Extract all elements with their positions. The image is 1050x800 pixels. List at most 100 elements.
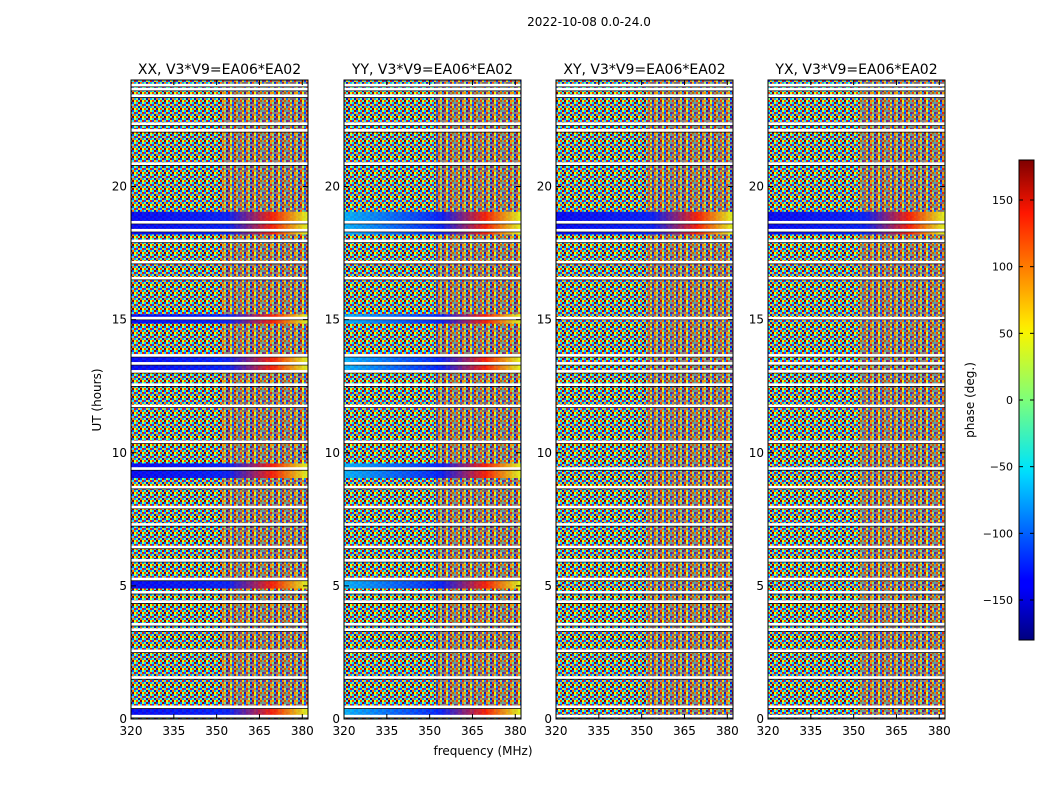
flagged-row <box>344 162 521 166</box>
flagged-row <box>768 591 945 595</box>
flagged-row <box>131 577 308 581</box>
flagged-row <box>131 591 308 595</box>
phase-image <box>131 80 308 719</box>
flagged-row <box>344 370 521 374</box>
x-tick-label: 335 <box>587 724 610 738</box>
phase-band <box>344 463 521 479</box>
flagged-row <box>556 122 733 126</box>
flagged-row <box>556 87 733 91</box>
flagged-row <box>131 676 308 680</box>
x-tick-label: 380 <box>291 724 314 738</box>
flagged-row <box>344 440 521 444</box>
flagged-row <box>131 276 308 280</box>
panel-yx: YX, V3*V9=EA06*EA02 320 335 350 365 380 0 5 10 15… <box>749 62 951 738</box>
axes-frame <box>767 79 946 720</box>
axes-frame <box>130 79 309 720</box>
flagged-row <box>556 383 733 387</box>
phase-image <box>556 80 733 719</box>
flagged-row <box>344 676 521 680</box>
phase-band <box>131 463 308 479</box>
flagged-row <box>768 485 945 489</box>
flagged-row <box>131 714 308 718</box>
flagged-row <box>556 523 733 527</box>
flagged-row <box>768 83 945 87</box>
phase-band <box>344 708 521 718</box>
flagged-row <box>768 440 945 444</box>
axes-frame <box>343 79 522 720</box>
flagged-row <box>344 467 521 471</box>
x-tick-label: 350 <box>630 724 653 738</box>
y-tick-label: 15 <box>112 313 127 327</box>
flagged-row <box>344 276 521 280</box>
flagged-row <box>131 220 308 224</box>
flagged-row <box>344 362 521 366</box>
flagged-row <box>344 239 521 243</box>
flagged-row <box>131 440 308 444</box>
flagged-row <box>768 559 945 563</box>
y-tick-label: 5 <box>544 579 552 593</box>
flagged-row <box>556 600 733 604</box>
y-tick-label: 20 <box>112 180 127 194</box>
y-tick-label: 5 <box>756 579 764 593</box>
x-tick-label: 380 <box>928 724 951 738</box>
y-axis-label: UT (hours) <box>90 368 104 431</box>
phase-image <box>768 80 945 719</box>
x-tick-label: 365 <box>461 724 484 738</box>
flagged-row <box>131 383 308 387</box>
phase-band <box>344 577 521 589</box>
y-tick-label: 10 <box>749 446 764 460</box>
x-tick-label: 350 <box>205 724 228 738</box>
panel-xx: XX, V3*V9=EA06*EA02 320 335 350 365 380 0 5 10 15… <box>112 62 314 738</box>
flagged-row <box>344 354 521 358</box>
flagged-row <box>768 676 945 680</box>
flagged-row <box>556 577 733 581</box>
y-tick-label: 10 <box>325 446 340 460</box>
flagged-row <box>768 505 945 509</box>
flagged-row <box>131 545 308 549</box>
flagged-row <box>556 260 733 264</box>
y-tick-label: 20 <box>537 180 552 194</box>
flagged-row <box>556 622 733 626</box>
phase-band <box>131 708 308 718</box>
flagged-row <box>768 714 945 718</box>
flagged-row <box>768 523 945 527</box>
flagged-row <box>768 354 945 358</box>
flagged-row <box>344 622 521 626</box>
flagged-row <box>556 370 733 374</box>
flagged-row <box>344 316 521 320</box>
flagged-row <box>768 649 945 653</box>
flagged-row <box>131 354 308 358</box>
colorbar-tick-label: −100 <box>983 527 1013 540</box>
flagged-row <box>768 94 945 98</box>
x-tick-label: 335 <box>375 724 398 738</box>
flagged-row <box>131 129 308 133</box>
flagged-row <box>556 545 733 549</box>
y-tick-label: 0 <box>756 712 764 726</box>
flagged-row <box>556 440 733 444</box>
flagged-row <box>344 714 521 718</box>
y-tick-label: 5 <box>332 579 340 593</box>
panel-title: YY, V3*V9=EA06*EA02 <box>351 62 513 78</box>
flagged-row <box>131 239 308 243</box>
colorbar-tick-label: 100 <box>992 261 1013 274</box>
x-tick-label: 350 <box>842 724 865 738</box>
axes-frame <box>555 79 734 720</box>
flagged-row <box>556 220 733 224</box>
flagged-row <box>768 628 945 632</box>
flagged-row <box>131 649 308 653</box>
flagged-row <box>344 485 521 489</box>
panel-yy: YY, V3*V9=EA06*EA02 320 335 350 365 380 0 5 10 15… <box>325 62 527 738</box>
flagged-row <box>131 228 308 232</box>
flagged-row <box>768 600 945 604</box>
flagged-row <box>768 276 945 280</box>
y-tick-label: 0 <box>119 712 127 726</box>
flagged-row <box>768 239 945 243</box>
y-tick-label: 0 <box>332 712 340 726</box>
flagged-row <box>556 276 733 280</box>
flagged-row <box>344 404 521 408</box>
flagged-row <box>344 220 521 224</box>
y-tick-label: 10 <box>112 446 127 460</box>
flagged-row <box>131 505 308 509</box>
flagged-row <box>556 404 733 408</box>
